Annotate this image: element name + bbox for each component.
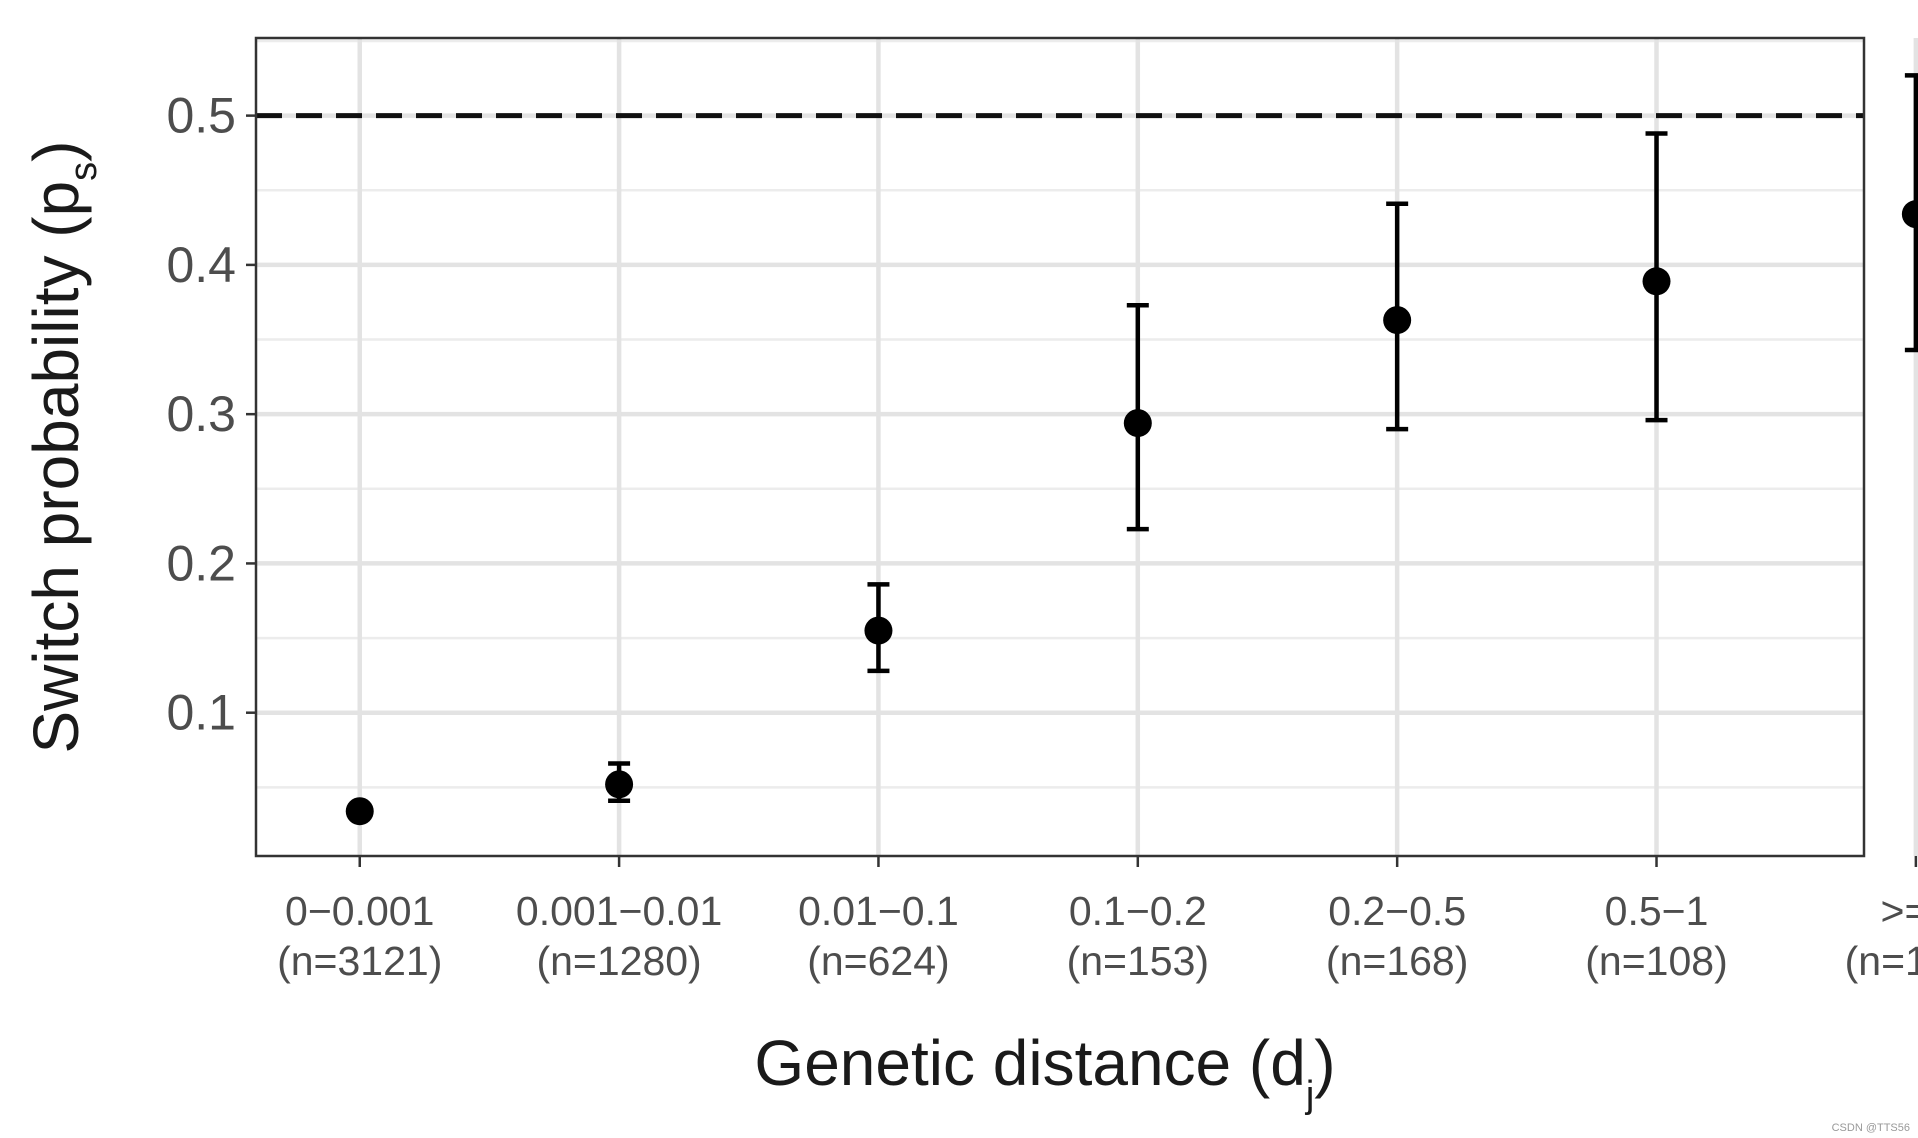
x-axis-title: Genetic distance (dj) xyxy=(754,1027,1335,1116)
y-tick-label: 0.2 xyxy=(166,535,236,591)
x-tick-label-range: 0.2−0.5 xyxy=(1328,888,1466,934)
x-tick-label-range: 0.001−0.01 xyxy=(516,888,722,934)
plot-panel-background xyxy=(256,38,1864,856)
data-point xyxy=(345,797,374,826)
y-axis: 0.1 0.2 0.3 0.4 0.5 xyxy=(166,88,256,741)
x-tick-label-range: >=1 xyxy=(1881,888,1918,934)
x-axis-title-end: ) xyxy=(1314,1027,1335,1099)
y-tick-label: 0.1 xyxy=(166,685,236,741)
y-tick-label: 0.5 xyxy=(166,88,236,144)
x-axis-title-subscript: j xyxy=(1305,1074,1314,1116)
watermark: CSDN @TTS56 xyxy=(1832,1122,1910,1134)
y-axis-title-end: ) xyxy=(20,141,92,162)
x-axis: 0−0.001(n=3121) 0.001−0.01(n=1280) 0.01−0.… xyxy=(277,856,1918,984)
plot-panel-border xyxy=(254,36,1866,858)
y-tick-label: 0.3 xyxy=(166,386,236,442)
data-point xyxy=(605,770,634,799)
y-axis-title: Switch probability (ps) xyxy=(20,141,105,754)
data-point xyxy=(1901,200,1918,229)
data-point xyxy=(1123,409,1152,438)
data-point xyxy=(864,616,893,645)
data-point xyxy=(1642,267,1671,296)
x-tick-label-count: (n=108) xyxy=(1585,938,1727,984)
x-tick-label-count: (n=168) xyxy=(1326,938,1468,984)
gridlines xyxy=(256,38,1918,856)
y-axis-title-subscript: s xyxy=(63,162,105,181)
x-axis-title-main: Genetic distance (d xyxy=(754,1027,1305,1099)
y-tick-label: 0.4 xyxy=(166,237,236,293)
x-tick-label-count: (n=153) xyxy=(1067,938,1209,984)
x-tick-label-count: (n=120) xyxy=(1845,938,1918,984)
x-tick-label-range: 0−0.001 xyxy=(285,888,434,934)
x-tick-label-count: (n=1280) xyxy=(536,938,701,984)
x-tick-label-range: 0.5−1 xyxy=(1605,888,1709,934)
x-tick-label-range: 0.1−0.2 xyxy=(1069,888,1207,934)
data-point xyxy=(1383,306,1412,335)
x-tick-label-count: (n=624) xyxy=(807,938,949,984)
x-tick-label-range: 0.01−0.1 xyxy=(798,888,959,934)
x-tick-label-count: (n=3121) xyxy=(277,938,442,984)
data-points xyxy=(345,200,1918,826)
y-axis-title-main: Switch probability (p xyxy=(20,181,92,754)
